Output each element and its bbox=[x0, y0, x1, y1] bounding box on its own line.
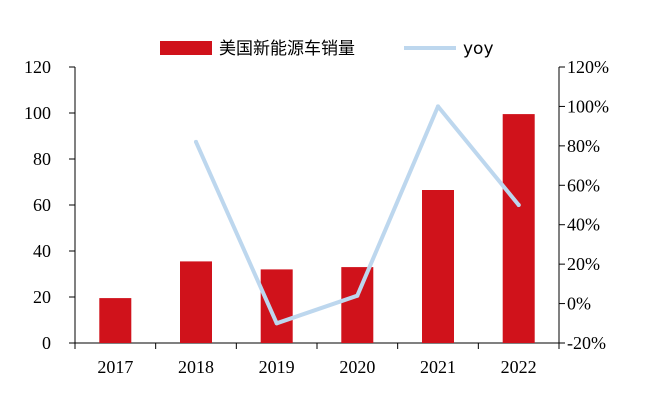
yoy-point-2021 bbox=[436, 104, 440, 109]
axes bbox=[74, 67, 560, 344]
yoy-point-2020 bbox=[355, 293, 360, 298]
yoy-point-2018 bbox=[194, 139, 198, 144]
x-tick-label-2021: 2021 bbox=[420, 357, 456, 377]
yoy-point-2019 bbox=[274, 321, 279, 326]
bar-2022 bbox=[502, 114, 535, 343]
legend-label-bar: 美国新能源车销量 bbox=[219, 39, 355, 59]
yoy-line-path bbox=[194, 104, 521, 326]
x-tick-labels: 2017 2018 2019 2020 2021 2022 bbox=[74, 343, 560, 377]
bar-2019 bbox=[260, 269, 293, 343]
right-tick-label: 100% bbox=[567, 96, 609, 116]
left-tick-label: 60 bbox=[33, 195, 51, 215]
left-tick-label: 0 bbox=[42, 333, 51, 353]
right-tick-label: 120% bbox=[567, 57, 609, 77]
right-tick-label: 80% bbox=[567, 136, 600, 156]
bar-2021 bbox=[422, 190, 454, 343]
left-tick-labels: 0 20 40 60 80 100 120 bbox=[24, 57, 75, 353]
right-tick-label: 40% bbox=[567, 215, 600, 235]
x-tick-label-2022: 2022 bbox=[501, 357, 537, 377]
left-tick-label: 120 bbox=[24, 57, 51, 77]
yoy-point-2022 bbox=[516, 203, 521, 207]
x-tick-label-2019: 2019 bbox=[259, 357, 295, 377]
bar-2017 bbox=[99, 298, 132, 343]
left-tick-label: 80 bbox=[33, 149, 51, 169]
bars bbox=[99, 114, 535, 343]
right-tick-label: -20% bbox=[567, 333, 606, 353]
x-tick-label-2017: 2017 bbox=[97, 357, 133, 377]
left-tick-label: 100 bbox=[24, 103, 51, 123]
legend-label-line: yoy bbox=[463, 39, 494, 59]
legend-swatch-bar bbox=[160, 41, 212, 55]
legend: 美国新能源车销量 yoy bbox=[160, 39, 494, 59]
right-tick-label: 20% bbox=[567, 254, 600, 274]
right-tick-labels: -20% 0% 20% 40% 60% 80% 100% 120% bbox=[559, 57, 609, 353]
x-tick-label-2018: 2018 bbox=[178, 357, 214, 377]
right-tick-label: 0% bbox=[567, 294, 591, 314]
right-tick-label: 60% bbox=[567, 175, 600, 195]
left-tick-label: 40 bbox=[33, 241, 51, 261]
bar-2018 bbox=[180, 261, 212, 343]
left-tick-label: 20 bbox=[33, 287, 51, 307]
yoy-series bbox=[194, 104, 521, 326]
x-tick-label-2020: 2020 bbox=[339, 357, 375, 377]
bar-2020 bbox=[341, 267, 374, 343]
